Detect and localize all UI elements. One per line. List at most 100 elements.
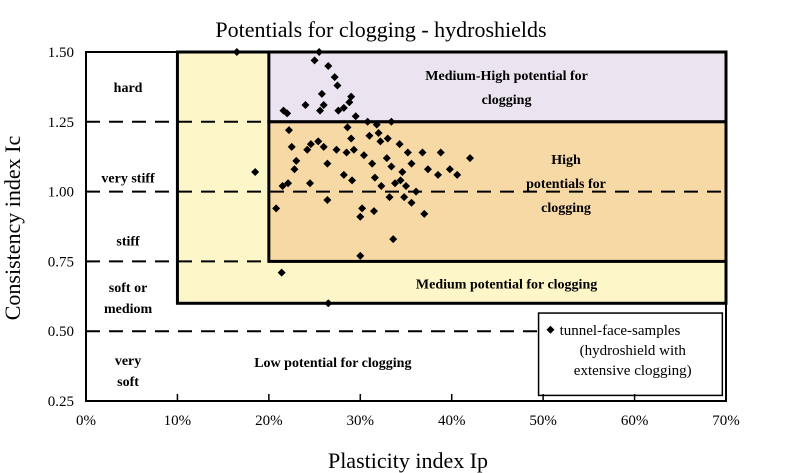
data-point — [372, 120, 381, 129]
x-tick-label: 60% — [621, 413, 649, 429]
zone-label-1-line-0: Medium potential for clogging — [416, 278, 597, 293]
data-point — [317, 89, 326, 98]
data-point — [365, 131, 374, 140]
data-point — [292, 156, 301, 165]
x-tick-label: 20% — [255, 413, 283, 429]
data-point — [407, 198, 416, 207]
data-point — [385, 193, 394, 202]
consistency-labels: hard very stiff stiff soft or mediom very soft — [101, 81, 155, 390]
data-point — [339, 103, 348, 112]
data-point — [383, 134, 392, 143]
data-point — [434, 170, 442, 179]
data-point — [376, 137, 385, 146]
data-point — [387, 117, 396, 126]
legend: tunnel-face-samples (hydroshield with exte… — [537, 312, 724, 397]
zone-label-2-line-0: Medium-High potential for — [425, 69, 588, 84]
data-point — [283, 109, 292, 118]
zone-3 — [267, 120, 728, 263]
data-point — [407, 159, 416, 168]
legend-box — [537, 312, 724, 397]
data-point — [324, 61, 333, 70]
data-point — [363, 117, 372, 126]
data-point — [420, 209, 429, 218]
legend-line-1: (hydroshield with — [580, 343, 687, 359]
data-point — [334, 106, 343, 115]
data-point — [306, 179, 314, 188]
legend-line-2: extensive clogging) — [574, 363, 692, 379]
y-tick-label: 1.00 — [48, 185, 74, 201]
data-point — [418, 148, 427, 157]
clogging-zones — [86, 50, 728, 401]
data-point — [389, 235, 398, 244]
data-point — [319, 101, 328, 110]
x-tick-label: 0% — [76, 413, 96, 429]
y-axis-label: Consistency index Ic — [0, 136, 25, 321]
data-point — [306, 140, 315, 149]
data-point — [332, 145, 341, 154]
data-point — [359, 151, 368, 160]
data-point — [466, 154, 474, 163]
zone-labels: Low potential for clogging Medium potenti… — [254, 69, 606, 371]
data-point — [398, 168, 407, 177]
axes: 0% 10% 20% 30% 40% 50% 60% 70% 0.25 0.50 0.75 1.00 1… — [48, 45, 740, 429]
data-point — [323, 159, 332, 168]
x-tick-label: 40% — [438, 413, 466, 429]
data-point — [349, 145, 358, 154]
data-point — [277, 268, 286, 277]
data-point — [374, 128, 383, 137]
zone-label-2-line-1: clogging — [482, 93, 532, 108]
data-point — [272, 204, 281, 213]
data-point — [400, 193, 409, 202]
data-point — [347, 134, 356, 143]
legend-line-0: tunnel-face-samples — [560, 323, 681, 339]
x-tick-label: 30% — [347, 413, 375, 429]
data-point — [395, 140, 404, 149]
data-point — [370, 173, 379, 182]
data-point — [251, 168, 260, 177]
data-point — [342, 148, 351, 157]
data-point — [323, 195, 332, 204]
legend-marker — [546, 325, 555, 334]
y-tick-label: 0.50 — [48, 324, 74, 340]
y-tick-label: 0.25 — [48, 394, 74, 410]
data-point — [396, 176, 405, 185]
zone-label-3-line-0: High — [551, 153, 581, 168]
data-point — [351, 112, 360, 121]
data-point — [316, 106, 325, 115]
x-tick-label: 50% — [529, 413, 557, 429]
data-point — [403, 148, 412, 157]
data-point — [319, 142, 328, 151]
data-point — [339, 170, 348, 179]
data-point — [290, 165, 299, 174]
data-point — [348, 176, 357, 185]
consistency-label-4-line-1: soft — [117, 375, 139, 390]
data-point — [370, 207, 378, 216]
data-point — [356, 212, 365, 221]
data-point — [301, 101, 310, 110]
data-point — [284, 126, 293, 135]
data-point — [284, 179, 293, 188]
consistency-label-4-line-0: very — [115, 354, 141, 369]
data-point — [453, 170, 462, 179]
consistency-label-3-line-0: soft or — [109, 281, 148, 296]
consistency-label-0-line-0: hard — [114, 81, 143, 96]
data-point — [402, 182, 410, 191]
data-point — [278, 182, 287, 191]
y-tick-label: 1.25 — [48, 115, 74, 131]
y-tick-label: 0.75 — [48, 254, 74, 270]
data-point — [382, 154, 391, 163]
data-point — [436, 148, 445, 157]
data-point — [333, 81, 342, 90]
consistency-label-2-line-0: stiff — [116, 234, 140, 249]
x-axis-label: Plasticity index Ip — [328, 448, 488, 473]
plot-frame — [85, 51, 727, 402]
data-point — [310, 56, 319, 65]
data-point — [356, 251, 365, 260]
data-point — [445, 165, 454, 174]
consistency-label-1-line-0: very stiff — [101, 172, 155, 187]
zone-label-0-line-0: Low potential for clogging — [254, 356, 411, 371]
data-point — [368, 159, 377, 168]
data-point — [314, 137, 323, 146]
data-point — [358, 204, 367, 213]
